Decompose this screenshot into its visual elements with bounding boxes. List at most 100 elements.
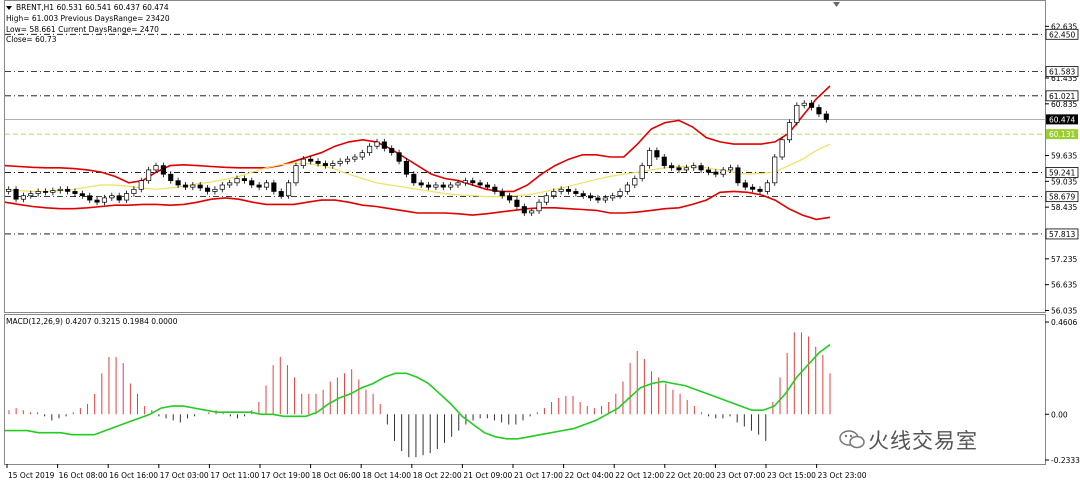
candle bbox=[411, 173, 417, 184]
candle bbox=[403, 160, 410, 175]
price-tick-label: 56.635 bbox=[1051, 281, 1077, 290]
candle bbox=[661, 156, 667, 166]
candle bbox=[720, 169, 726, 175]
wechat-icon bbox=[839, 430, 865, 449]
time-tick-label: 22 Oct 12:00 bbox=[615, 471, 664, 480]
bollinger-lower bbox=[4, 190, 831, 221]
candle bbox=[300, 158, 306, 166]
time-tick-label: 23 Oct 23:00 bbox=[818, 471, 867, 480]
price-tick-label: 60.835 bbox=[1051, 100, 1077, 109]
candle bbox=[182, 184, 189, 188]
level-label: 57.813 bbox=[1049, 230, 1075, 239]
candle bbox=[101, 197, 107, 203]
candle bbox=[742, 182, 748, 188]
candle bbox=[757, 188, 763, 192]
candle bbox=[13, 188, 19, 200]
candle bbox=[683, 167, 689, 171]
candle bbox=[529, 210, 535, 214]
candle bbox=[87, 195, 93, 201]
candle bbox=[558, 188, 564, 192]
candle bbox=[389, 148, 395, 154]
candle bbox=[263, 182, 270, 188]
time-tick-label: 21 Oct 09:00 bbox=[463, 471, 512, 480]
candle bbox=[352, 156, 358, 160]
candle bbox=[79, 193, 85, 197]
time-tick-label: 16 Oct 16:00 bbox=[109, 471, 158, 480]
candle bbox=[772, 156, 778, 184]
candle bbox=[35, 191, 41, 194]
candle bbox=[705, 169, 712, 173]
candle bbox=[315, 160, 321, 164]
candle bbox=[293, 165, 299, 184]
candle bbox=[816, 107, 822, 115]
candle bbox=[632, 178, 638, 186]
candle bbox=[477, 182, 483, 186]
candle bbox=[109, 195, 115, 199]
candle bbox=[212, 188, 218, 192]
candle bbox=[764, 182, 770, 192]
candle bbox=[131, 188, 137, 194]
price-tick-label: 56.035 bbox=[1051, 306, 1077, 315]
candle bbox=[322, 163, 328, 166]
candle bbox=[823, 113, 829, 120]
candle bbox=[492, 186, 498, 192]
candle bbox=[595, 197, 601, 201]
candle bbox=[381, 141, 387, 149]
candle bbox=[418, 182, 424, 186]
candle bbox=[138, 180, 144, 190]
level-label: 61.021 bbox=[1049, 92, 1075, 101]
candle bbox=[610, 195, 616, 199]
candle bbox=[654, 150, 660, 158]
candle bbox=[396, 152, 402, 162]
candle bbox=[521, 206, 527, 214]
candle bbox=[514, 199, 520, 207]
candle bbox=[639, 165, 645, 179]
price-tick-label: 62.635 bbox=[1051, 22, 1077, 31]
level-label: 62.450 bbox=[1049, 30, 1075, 39]
candle bbox=[367, 145, 373, 154]
candle bbox=[330, 163, 336, 166]
candle bbox=[344, 158, 351, 162]
candle bbox=[507, 195, 513, 201]
candle bbox=[256, 184, 262, 188]
time-tick-label: 21 Oct 17:00 bbox=[514, 471, 563, 480]
candle bbox=[205, 187, 211, 192]
candle bbox=[565, 188, 572, 192]
candle bbox=[219, 184, 225, 190]
candle bbox=[801, 102, 807, 106]
current-price-box bbox=[1046, 114, 1078, 125]
candle bbox=[691, 165, 697, 169]
candle bbox=[735, 167, 741, 184]
candle bbox=[160, 165, 166, 175]
level-box bbox=[1045, 66, 1079, 78]
candle bbox=[249, 180, 255, 186]
price-tick-label: 57.235 bbox=[1051, 255, 1077, 264]
candle bbox=[271, 182, 277, 192]
macd-tick-label: -0.2333 bbox=[1051, 456, 1080, 465]
watermark-text: 火线交易室 bbox=[868, 429, 978, 453]
time-tick-label: 18 Oct 22:00 bbox=[413, 471, 462, 480]
candle bbox=[286, 182, 292, 197]
candle bbox=[116, 195, 122, 201]
scroll-marker-icon[interactable] bbox=[833, 2, 840, 7]
macd-label: MACD(12,26,9) 0.4207 0.3215 0.1984 0.000… bbox=[6, 317, 178, 326]
candle bbox=[190, 184, 196, 188]
time-tick-label: 15 Oct 2019 bbox=[8, 471, 55, 480]
level-label: 59.241 bbox=[1049, 168, 1075, 177]
macd-tick-label: 0.4606 bbox=[1051, 318, 1077, 327]
level-box bbox=[1045, 90, 1079, 102]
price-tick-label: 59.035 bbox=[1051, 177, 1077, 186]
candle bbox=[57, 188, 63, 191]
candle bbox=[6, 188, 12, 192]
candle bbox=[455, 182, 461, 186]
low-line: Low= 58.661 Current DaysRange= 2470 bbox=[6, 25, 159, 34]
candle bbox=[123, 193, 130, 201]
collapse-triangle-icon[interactable] bbox=[6, 6, 12, 10]
time-tick-label: 18 Oct 06:00 bbox=[312, 471, 361, 480]
time-tick-label: 22 Oct 04:00 bbox=[565, 471, 614, 480]
symbol-line: BRENT,H1 60.531 60.541 60.437 60.474 bbox=[16, 3, 169, 12]
candle bbox=[551, 191, 557, 197]
time-tick-label: 22 Oct 20:00 bbox=[666, 471, 715, 480]
